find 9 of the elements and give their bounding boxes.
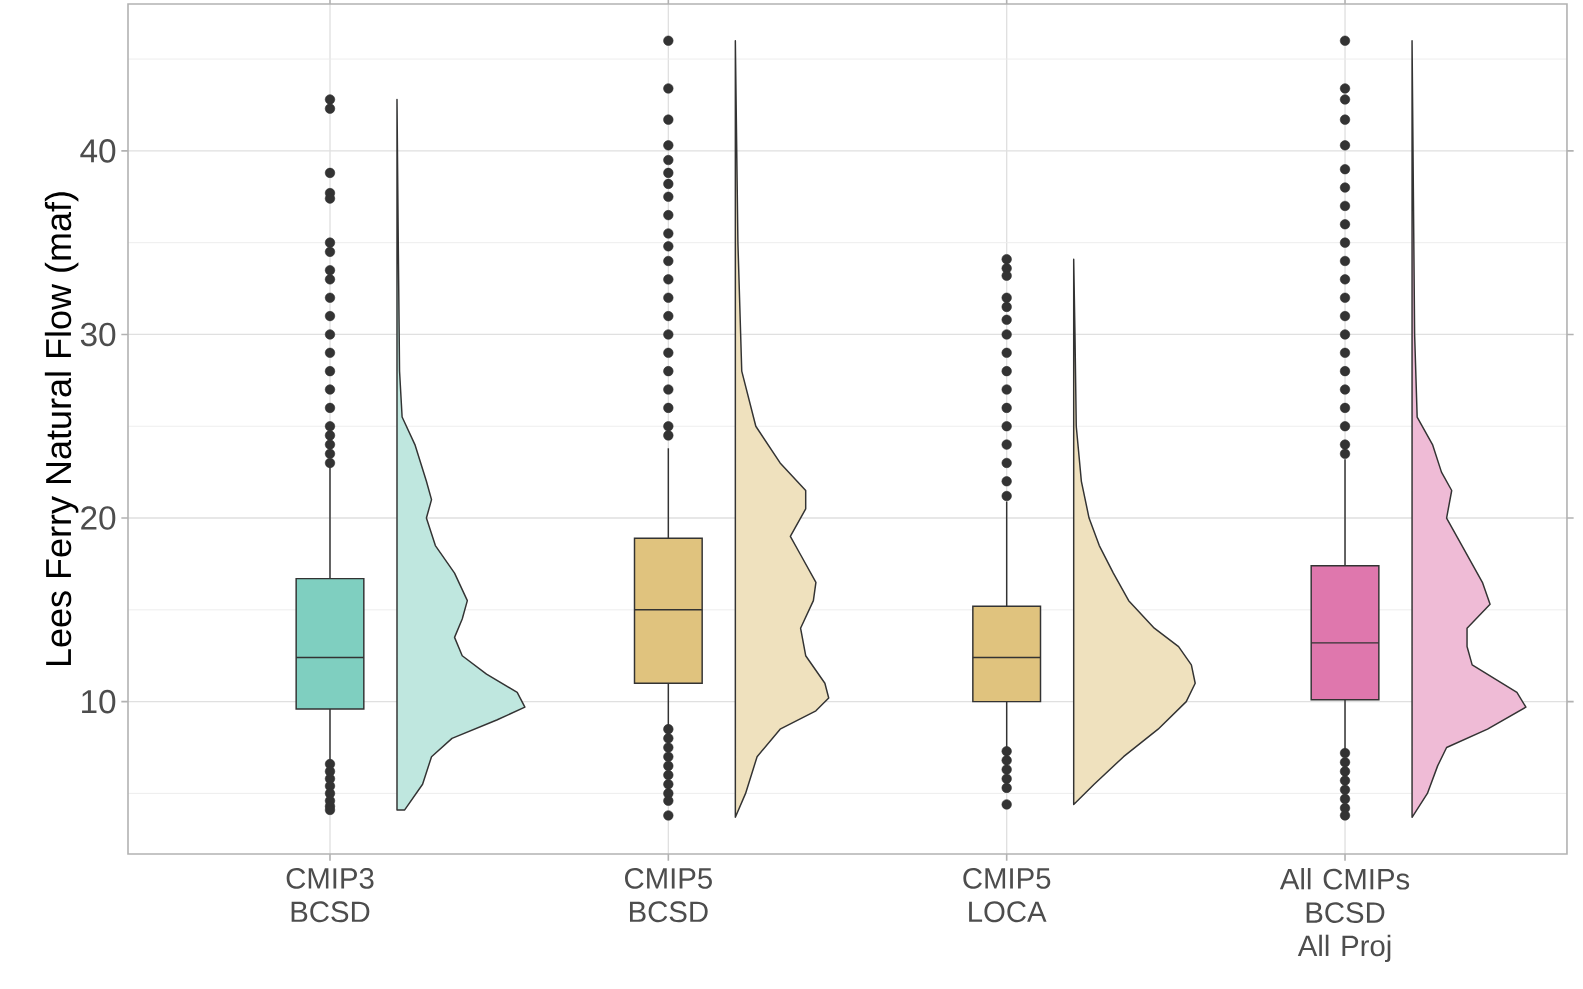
x-tick-label: CMIP5 LOCA xyxy=(963,868,1051,923)
x-tick-label: All CMIPs BCSD All Proj xyxy=(1279,868,1410,963)
y-tick-label: 10 xyxy=(82,689,116,714)
y-axis-title: Lees Ferry Natural Flow (maf) xyxy=(44,192,79,666)
x-tick-label: CMIP5 BCSD xyxy=(625,868,712,923)
y-tick-label: 40 xyxy=(80,139,116,163)
y-tick-label: 20 xyxy=(81,506,116,530)
x-tick-label: CMIP3 BCSD xyxy=(286,868,374,923)
y-tick-label: 30 xyxy=(80,322,116,347)
